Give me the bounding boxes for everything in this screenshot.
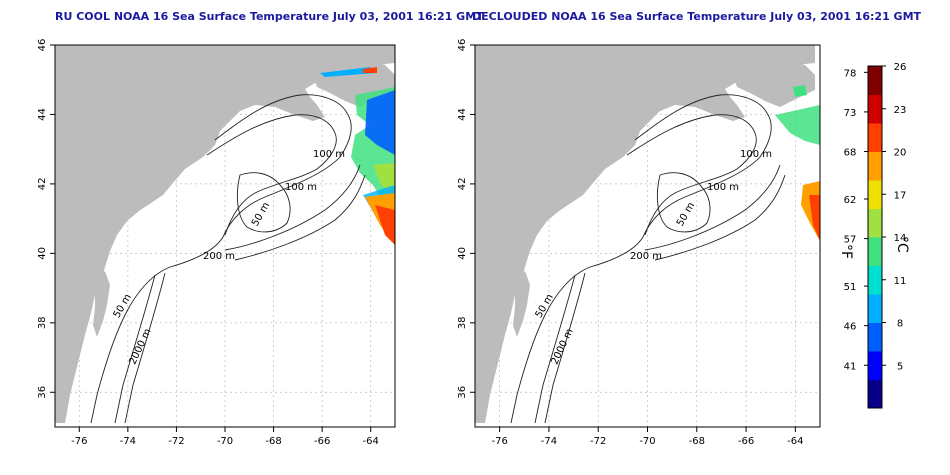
colorbar: 78 73 68 62 57 51 46 41 26 23 20 17 14 11 8 5 °F °C: [838, 62, 910, 409]
fahrenheit-tick-label: 41: [844, 361, 857, 372]
fahrenheit-tick-label: 51: [844, 282, 857, 293]
colorbar-swatch: [868, 123, 882, 152]
right-sst-overlay: [775, 85, 820, 241]
y-tick-label: 38: [37, 316, 48, 329]
colorbar-swatch: [868, 265, 882, 295]
contour-label-100m-r: 100 m: [740, 149, 772, 160]
x-tick-label: -66: [738, 436, 754, 447]
x-tick-label: -70: [217, 436, 233, 447]
colorbar-swatch: [868, 151, 882, 181]
x-tick-label: -64: [363, 436, 379, 447]
colorbar-swatch: [868, 94, 882, 124]
x-tick-label: -64: [787, 436, 803, 447]
left-y-axis: 46 44 42 40 38 36: [37, 39, 55, 399]
colorbar-fahrenheit-ticks: 78 73 68 62 57 51 46 41: [844, 68, 868, 372]
celsius-tick-label: 8: [897, 319, 903, 330]
right-panel-title: DECLOUDED NOAA 16 Sea Surface Temperatur…: [472, 10, 922, 23]
celsius-tick-label: 11: [894, 276, 907, 287]
contour-label-100m-2: 100 m: [285, 182, 317, 193]
y-tick-label: 42: [37, 178, 48, 191]
x-tick-label: -68: [265, 436, 281, 447]
y-tick-label: 46: [37, 39, 48, 52]
x-tick-label: -72: [168, 436, 184, 447]
colorbar-swatch: [868, 180, 882, 209]
fahrenheit-tick-label: 46: [844, 322, 857, 333]
fahrenheit-unit-label: °F: [838, 244, 854, 259]
x-tick-label: -68: [689, 436, 705, 447]
colorbar-gradient: [868, 66, 882, 409]
fahrenheit-tick-label: 62: [844, 195, 857, 206]
x-tick-label: -76: [491, 436, 507, 447]
colorbar-swatch: [868, 351, 882, 380]
y-tick-label: 44: [457, 108, 468, 121]
y-tick-label: 46: [457, 39, 468, 52]
y-tick-label: 44: [37, 108, 48, 121]
x-tick-label: -70: [639, 436, 655, 447]
x-tick-label: -74: [541, 436, 557, 447]
celsius-unit-label: °C: [894, 236, 910, 253]
colorbar-swatch: [868, 379, 882, 409]
celsius-tick-label: 26: [894, 62, 907, 73]
fahrenheit-tick-label: 57: [844, 235, 857, 246]
left-map-panel: 100 m 100 m 50 m 200 m 50 m 2000 m -76 -7…: [37, 39, 396, 447]
y-tick-label: 40: [457, 247, 468, 260]
colorbar-swatch: [868, 237, 882, 266]
contour-label-200m-r: 200 m: [630, 251, 662, 262]
y-tick-label: 36: [37, 386, 48, 399]
colorbar-swatch: [868, 322, 882, 352]
right-x-axis: -76 -74 -72 -70 -68 -66 -64: [491, 427, 804, 447]
celsius-tick-label: 5: [897, 361, 903, 372]
left-sst-overlay: [320, 67, 395, 245]
colorbar-swatch: [868, 66, 882, 95]
y-tick-label: 38: [457, 316, 468, 329]
left-panel-title: RU COOL NOAA 16 Sea Surface Temperature …: [55, 10, 484, 23]
right-map-panel: 100 m 100 m 50 m 200 m 50 m 2000 m -76 -7…: [457, 39, 821, 447]
colorbar-swatch: [868, 208, 882, 238]
y-tick-label: 40: [37, 247, 48, 260]
celsius-tick-label: 14: [894, 233, 907, 244]
celsius-tick-label: 20: [894, 148, 907, 159]
x-tick-label: -72: [590, 436, 606, 447]
y-tick-label: 36: [457, 386, 468, 399]
celsius-tick-label: 17: [894, 190, 907, 201]
x-tick-label: -66: [314, 436, 330, 447]
fahrenheit-tick-label: 68: [844, 148, 857, 159]
colorbar-swatch: [868, 294, 882, 323]
left-x-axis: -76 -74 -72 -70 -68 -66 -64: [71, 427, 379, 447]
contour-label-100m-2-r: 100 m: [707, 182, 739, 193]
contour-label-100m: 100 m: [313, 149, 345, 160]
contour-label-200m: 200 m: [203, 251, 235, 262]
right-depth-contours: [510, 94, 786, 424]
right-y-axis: 46 44 42 40 38 36: [457, 39, 475, 399]
left-depth-contours: [90, 94, 366, 424]
colorbar-celsius-ticks: 26 23 20 17 14 11 8 5: [882, 62, 906, 372]
celsius-tick-label: 23: [894, 105, 907, 116]
y-tick-label: 42: [457, 178, 468, 191]
fahrenheit-tick-label: 78: [844, 68, 857, 79]
fahrenheit-tick-label: 73: [844, 108, 857, 119]
x-tick-label: -74: [120, 436, 136, 447]
x-tick-label: -76: [71, 436, 87, 447]
